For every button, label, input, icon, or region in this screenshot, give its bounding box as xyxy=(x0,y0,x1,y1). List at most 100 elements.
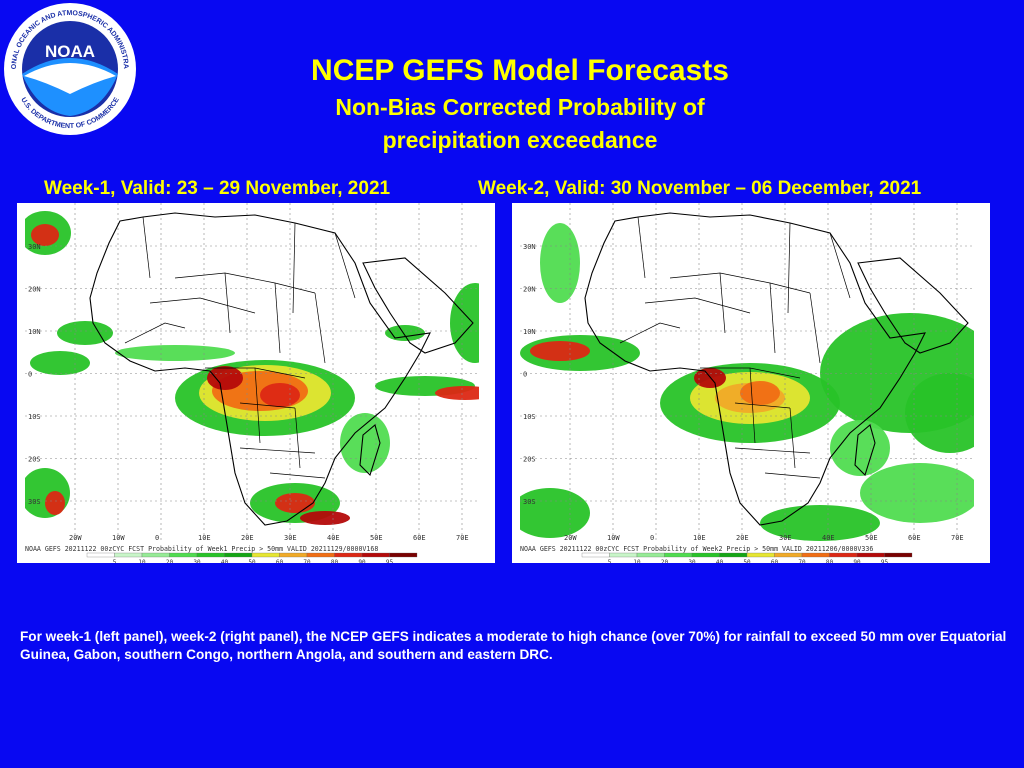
colorbar-swatch xyxy=(664,552,693,558)
probability-blob xyxy=(57,321,113,345)
colorbar-tick-label: 60 xyxy=(771,559,779,563)
colorbar-tick-label: 10 xyxy=(138,559,146,563)
lat-label: 20S xyxy=(28,456,41,464)
lon-label: 0 xyxy=(650,534,654,542)
coastlines xyxy=(584,212,969,526)
lon-label: 40E xyxy=(822,534,835,542)
colorbar-swatch xyxy=(691,552,720,558)
colorbar-swatch xyxy=(279,552,308,558)
colorbar-swatch xyxy=(884,552,913,558)
colorbar-swatch xyxy=(581,552,610,558)
probability-blob xyxy=(520,488,590,538)
colorbar-swatch xyxy=(86,552,115,558)
map-area xyxy=(25,203,479,543)
probability-blob xyxy=(860,463,974,523)
week1-forecast-map: 30N 20N 10N 0 10S 20S 30S 20W 10W 0 10E 20E 30E 40E 50… xyxy=(17,203,495,563)
map-caption: NOAA GEFS 20211122 00zCYC FCST Probabili… xyxy=(520,545,873,553)
colorbar-swatch xyxy=(361,552,390,558)
lon-label: 20E xyxy=(241,534,254,542)
week2-heading: Week-2, Valid: 30 November – 06 December… xyxy=(478,178,922,199)
probability-blob xyxy=(340,413,390,473)
probability-blob xyxy=(830,420,890,476)
colorbar-swatch xyxy=(251,552,280,558)
lat-label: 30N xyxy=(28,243,41,251)
colorbar-tick-label: 5 xyxy=(608,559,612,563)
lat-label: 30N xyxy=(523,243,536,251)
probability-shading xyxy=(25,211,479,525)
colorbar-tick-label: 95 xyxy=(386,559,394,563)
week1-heading: Week-1, Valid: 23 – 29 November, 2021 xyxy=(44,178,391,199)
colorbar-tick-label: 80 xyxy=(826,559,834,563)
lon-label: 20E xyxy=(736,534,749,542)
lon-label: 10W xyxy=(607,534,620,542)
colorbar-swatch xyxy=(829,552,858,558)
colorbar-tick-label: 20 xyxy=(166,559,174,563)
colorbar-swatch xyxy=(609,552,638,558)
colorbar-swatch xyxy=(196,552,225,558)
lat-label: 20N xyxy=(28,286,41,294)
lon-label: 10E xyxy=(198,534,211,542)
logo-wordmark: NOAA xyxy=(45,42,95,61)
colorbar-swatch xyxy=(224,552,253,558)
colorbar-tick-label: 50 xyxy=(248,559,256,563)
page-title: NCEP GEFS Model Forecasts xyxy=(311,54,729,87)
lon-label: 50E xyxy=(865,534,878,542)
summary-text: For week-1 (left panel), week-2 (right p… xyxy=(20,629,1007,662)
lon-label: 60E xyxy=(413,534,426,542)
colorbar-tick-label: 30 xyxy=(193,559,201,563)
colorbar-tick-label: 90 xyxy=(358,559,366,563)
colorbar-swatch xyxy=(636,552,665,558)
probability-blob xyxy=(207,366,243,390)
colorbar-swatch xyxy=(114,552,143,558)
colorbar-tick-label: 60 xyxy=(276,559,284,563)
probability-blob xyxy=(694,368,726,388)
colorbar-swatch xyxy=(306,552,335,558)
colorbar: 5 10 20 30 40 50 60 70 80 90 95 xyxy=(86,552,418,563)
probability-blob xyxy=(760,505,880,541)
colorbar-swatch xyxy=(169,552,198,558)
probability-blob xyxy=(45,491,65,515)
lon-label: 10W xyxy=(112,534,125,542)
colorbar-swatch xyxy=(746,552,775,558)
lat-label: 0 xyxy=(523,371,527,379)
lon-label: 50E xyxy=(370,534,383,542)
lat-label: 20S xyxy=(523,456,536,464)
probability-blob xyxy=(740,381,780,405)
lat-label: 10N xyxy=(523,328,536,336)
lat-label: 30S xyxy=(28,498,41,506)
lat-label: 10S xyxy=(523,413,536,421)
lon-label: 30E xyxy=(284,534,297,542)
lat-label: 20N xyxy=(523,286,536,294)
probability-blob xyxy=(115,345,235,361)
colorbar-tick-label: 50 xyxy=(743,559,751,563)
colorbar-swatch xyxy=(801,552,830,558)
week2-forecast-map: 30N 20N 10N 0 10S 20S 30S 20W 10W 0 10E 20E 30E 40E 50… xyxy=(512,203,990,563)
noaa-logo: NOAA NATIONAL OCEANIC AND ATMOSPHERIC AD… xyxy=(2,2,136,135)
lon-label: 20W xyxy=(564,534,577,542)
page-subtitle-line2: precipitation exceedance xyxy=(382,127,658,153)
lon-label: 40E xyxy=(327,534,340,542)
probability-blob xyxy=(30,351,90,375)
colorbar-swatch xyxy=(334,552,363,558)
lon-label: 20W xyxy=(69,534,82,542)
lat-lon-grid xyxy=(520,203,974,543)
colorbar-swatch xyxy=(774,552,803,558)
colorbar-tick-label: 90 xyxy=(853,559,861,563)
colorbar-swatch xyxy=(719,552,748,558)
probability-blob xyxy=(450,283,479,363)
probability-blob xyxy=(385,325,425,341)
probability-blob xyxy=(260,383,300,407)
colorbar-swatch xyxy=(141,552,170,558)
colorbar-tick-label: 70 xyxy=(798,559,806,563)
lat-lon-grid xyxy=(25,203,479,543)
probability-blob xyxy=(540,223,580,303)
colorbar-tick-label: 70 xyxy=(303,559,311,563)
colorbar-swatch xyxy=(389,552,418,558)
lat-label: 10N xyxy=(28,328,41,336)
lon-label: 30E xyxy=(779,534,792,542)
lon-label: 70E xyxy=(951,534,964,542)
page-subtitle-line1: Non-Bias Corrected Probability of xyxy=(335,94,705,120)
colorbar-tick-label: 40 xyxy=(716,559,724,563)
probability-blob xyxy=(435,386,479,400)
colorbar-swatch xyxy=(856,552,885,558)
